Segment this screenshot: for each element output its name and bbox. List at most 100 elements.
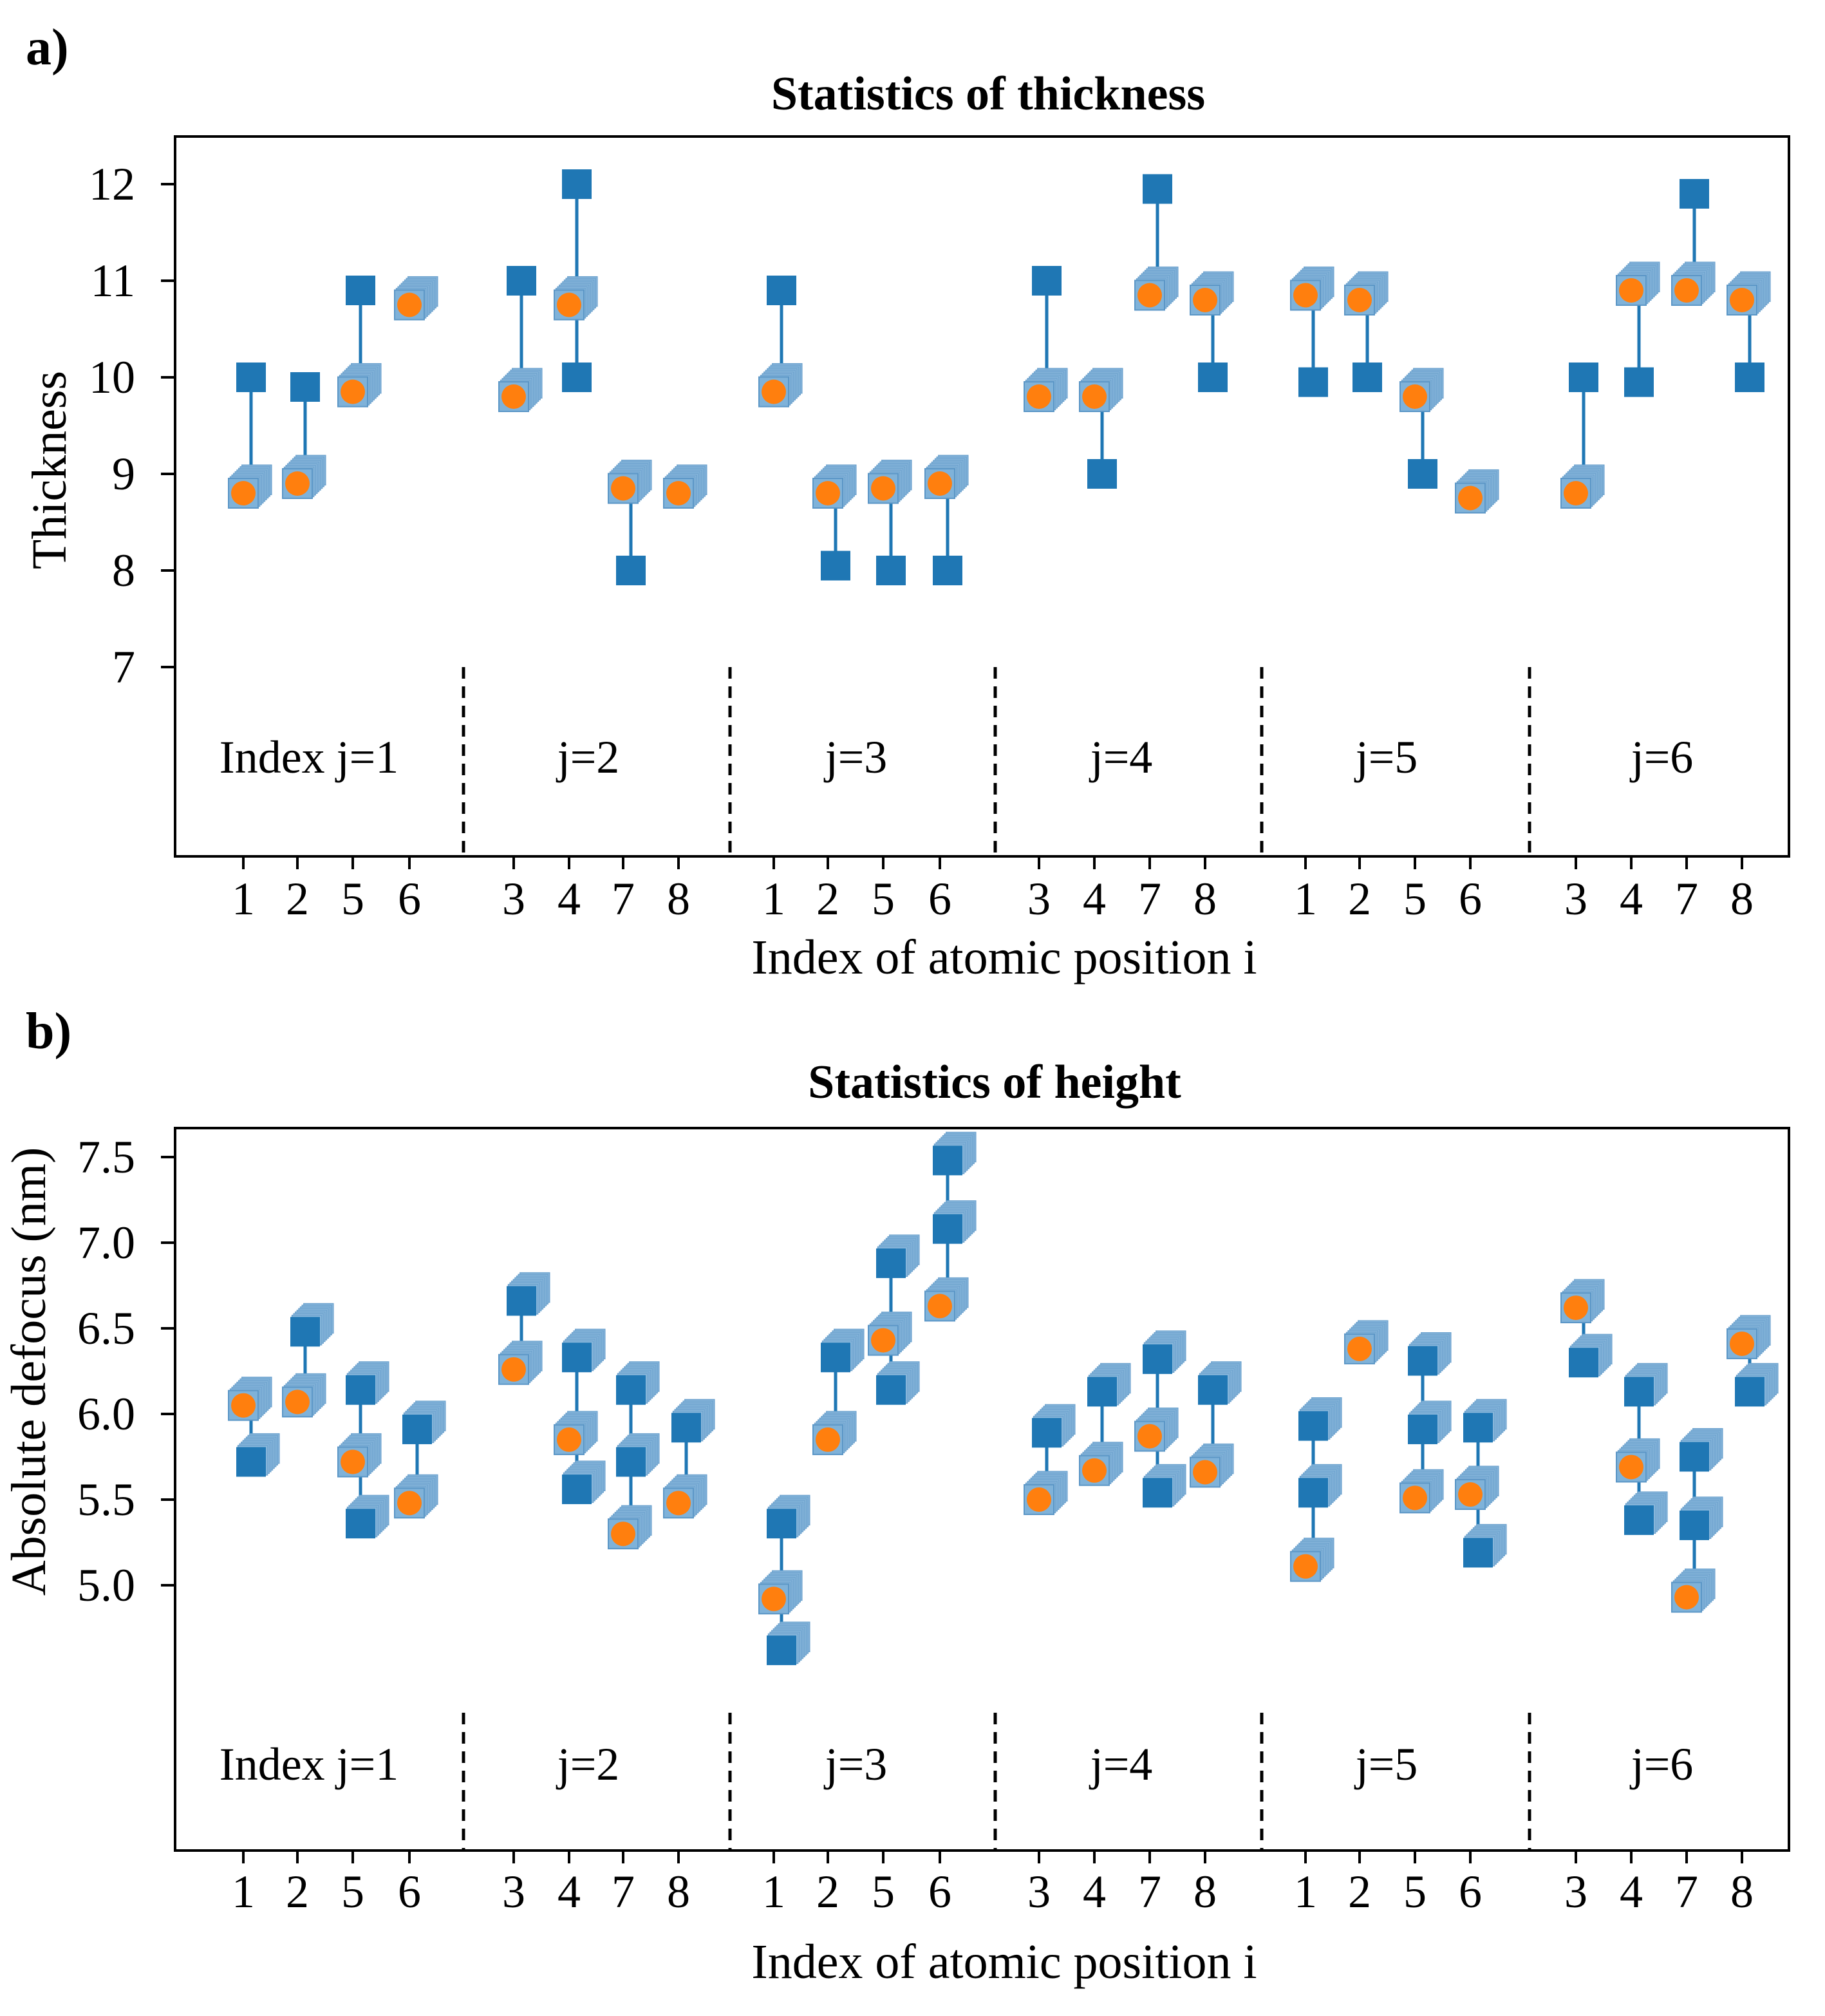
circle-marker-dot — [1082, 384, 1107, 409]
square-marker-face — [1569, 1348, 1598, 1378]
x-tick-label: 8 — [1193, 1866, 1217, 1917]
square-marker-face — [1735, 363, 1764, 392]
x-tick-label: 3 — [502, 873, 525, 925]
circle-marker — [337, 1433, 382, 1478]
x-tick-label: 1 — [1294, 1866, 1317, 1917]
circle-marker-dot — [928, 471, 952, 496]
circle-marker — [498, 368, 543, 412]
x-tick-label: 4 — [1620, 1866, 1643, 1917]
x-tick-label: 5 — [341, 873, 364, 925]
circle-marker — [924, 1277, 969, 1322]
x-tick-label: 7 — [612, 1866, 635, 1917]
x-tick-label: 8 — [1730, 1866, 1754, 1917]
y-axis-label: Absolute defocus (nm) — [2, 1147, 56, 1596]
square-marker — [1143, 1330, 1186, 1374]
square-marker-face — [562, 1342, 592, 1373]
x-tick-label: 7 — [1138, 873, 1161, 925]
group-label: j=5 — [1354, 731, 1418, 783]
square-marker — [1087, 459, 1117, 489]
group-label: j=3 — [823, 1738, 888, 1790]
square-marker — [876, 556, 906, 585]
square-marker — [1680, 1496, 1723, 1540]
square-marker — [1198, 363, 1228, 392]
circle-marker — [1671, 261, 1716, 306]
square-marker — [1624, 367, 1654, 397]
group-label: Index j=1 — [220, 1738, 399, 1790]
square-marker — [1298, 367, 1328, 397]
square-marker-face — [1087, 1377, 1117, 1407]
circle-marker — [1024, 1471, 1068, 1515]
y-axis-label: Thickness — [23, 371, 77, 569]
square-marker — [1298, 1464, 1342, 1508]
square-marker — [1624, 1491, 1668, 1535]
square-marker-face — [562, 1474, 592, 1505]
square-marker — [1032, 266, 1062, 296]
group-label: j=6 — [1629, 731, 1694, 783]
circle-marker — [1079, 368, 1123, 412]
circle-marker-dot — [1730, 1331, 1754, 1356]
circle-marker — [1671, 1569, 1716, 1613]
square-marker — [1569, 363, 1598, 392]
x-tick-label: 3 — [1027, 1866, 1051, 1917]
circle-marker — [1560, 1279, 1605, 1324]
circle-marker-dot — [666, 1491, 691, 1516]
group-label: j=2 — [556, 1738, 620, 1790]
square-marker — [876, 1361, 920, 1405]
circle-marker-dot — [762, 379, 786, 404]
square-marker — [821, 1328, 865, 1373]
circle-marker — [394, 276, 438, 321]
square-marker — [1569, 1333, 1613, 1378]
square-marker — [507, 266, 536, 296]
circle-marker — [1455, 469, 1499, 514]
square-marker — [562, 363, 592, 392]
square-marker-face — [290, 1317, 320, 1347]
circle-marker-dot — [557, 292, 581, 317]
group-labels: Index j=1 j=2 j=3 j=4 j=5 j=6 — [220, 731, 1694, 783]
square-marker-face — [1298, 1411, 1328, 1441]
circle-marker-dot — [397, 1491, 422, 1516]
circle-marker-dot — [1347, 288, 1372, 312]
square-marker — [562, 1460, 606, 1505]
square-marker — [236, 363, 266, 392]
circle-marker-dot — [397, 292, 422, 317]
square-marker — [616, 556, 646, 585]
square-marker-face — [346, 1375, 375, 1405]
group-label: Index j=1 — [220, 731, 399, 783]
y-tick-label: 5.5 — [77, 1474, 135, 1525]
data-marks — [228, 1131, 1779, 1666]
circle-marker-dot — [557, 1427, 581, 1452]
y-tick-label: 7.0 — [77, 1217, 135, 1268]
circle-marker-dot — [816, 1427, 840, 1452]
y-axis: 7 8 9 10 11 12 — [89, 158, 175, 693]
x-tick-label: 1 — [232, 1866, 255, 1917]
circle-marker-dot — [1564, 481, 1588, 505]
square-marker-face — [562, 363, 592, 392]
circle-marker — [394, 1474, 438, 1519]
circle-marker-dot — [1619, 1455, 1643, 1480]
panel-label: b) — [26, 1003, 71, 1060]
circle-marker-dot — [1458, 1482, 1483, 1507]
square-marker — [1298, 1397, 1342, 1441]
square-marker — [1735, 363, 1764, 392]
x-tick-label: 5 — [872, 873, 895, 925]
circle-marker-dot — [285, 1390, 310, 1415]
circle-marker — [554, 276, 598, 321]
square-marker-face — [1198, 363, 1228, 392]
x-tick-label: 5 — [872, 1866, 895, 1917]
chart-title: Statistics of height — [808, 1056, 1181, 1109]
circle-marker — [663, 464, 707, 509]
x-tick-label: 5 — [341, 1866, 364, 1917]
x-tick-label: 1 — [232, 873, 255, 925]
circle-marker-dot — [1193, 288, 1217, 312]
circle-marker-dot — [1674, 1585, 1699, 1610]
x-tick-label: 5 — [1403, 873, 1427, 925]
circle-marker — [554, 1411, 598, 1455]
square-marker-face — [616, 1375, 646, 1405]
circle-marker — [608, 1505, 652, 1550]
circle-marker — [758, 1570, 803, 1615]
x-tick-label: 2 — [286, 1866, 309, 1917]
square-marker — [1463, 1523, 1507, 1568]
circle-marker-dot — [1458, 485, 1483, 511]
circle-marker — [663, 1474, 707, 1519]
